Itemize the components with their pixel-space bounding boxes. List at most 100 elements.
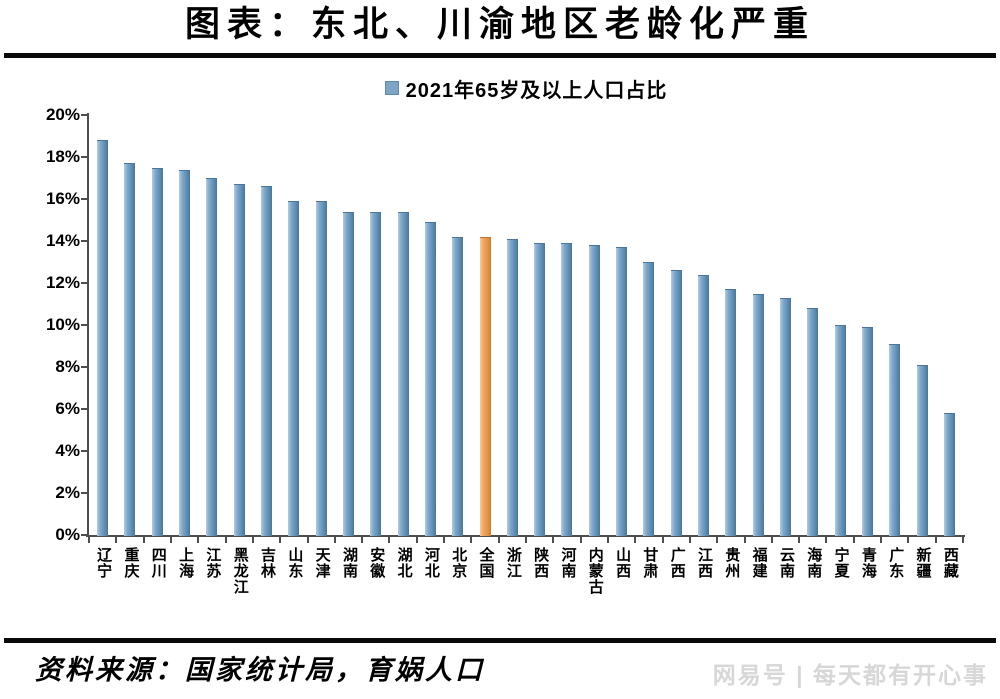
x-tick-label: 青海 bbox=[859, 547, 876, 579]
bar bbox=[943, 413, 955, 536]
x-tick-label: 河北 bbox=[422, 547, 439, 579]
legend-swatch-icon bbox=[384, 81, 399, 95]
bar-national-highlight bbox=[479, 236, 491, 536]
bar bbox=[315, 201, 327, 536]
y-axis-tick bbox=[81, 156, 88, 158]
bar bbox=[452, 236, 464, 536]
bar bbox=[370, 211, 382, 536]
y-tick-label: 18% bbox=[45, 147, 80, 166]
x-axis-tick bbox=[661, 537, 664, 543]
x-tick-label: 湖南 bbox=[340, 547, 357, 579]
x-tick-label: 湖北 bbox=[395, 547, 412, 579]
bar bbox=[916, 364, 928, 536]
y-axis-tick bbox=[81, 240, 88, 242]
x-tick-label: 天津 bbox=[313, 547, 330, 579]
bar bbox=[206, 178, 218, 536]
y-axis-tick bbox=[81, 282, 88, 284]
bar bbox=[752, 293, 764, 536]
x-tick-label: 西藏 bbox=[941, 547, 958, 579]
x-tick-label: 江西 bbox=[696, 547, 713, 579]
x-tick-label: 新疆 bbox=[914, 547, 931, 579]
x-axis-tick bbox=[197, 537, 200, 543]
bar bbox=[861, 327, 873, 536]
x-axis-tick bbox=[852, 537, 855, 543]
x-tick-label: 山东 bbox=[286, 547, 303, 579]
x-axis-tick bbox=[880, 537, 883, 543]
x-tick-label: 福建 bbox=[750, 547, 767, 579]
x-axis-tick bbox=[388, 537, 391, 543]
title-divider-rule bbox=[4, 53, 996, 58]
bar bbox=[397, 211, 409, 536]
y-tick-label: 10% bbox=[45, 315, 80, 334]
y-axis-tick bbox=[81, 492, 88, 494]
bar bbox=[342, 211, 354, 536]
x-tick-label: 广东 bbox=[887, 547, 904, 579]
bar bbox=[807, 308, 819, 536]
x-axis-tick bbox=[825, 537, 828, 543]
x-tick-label: 山西 bbox=[614, 547, 631, 579]
x-axis-tick bbox=[770, 537, 773, 543]
bar bbox=[834, 325, 846, 536]
bar bbox=[779, 297, 791, 536]
x-tick-label: 陕西 bbox=[532, 547, 549, 579]
x-tick-label: 安徽 bbox=[368, 547, 385, 579]
y-tick-label: 0% bbox=[55, 525, 80, 544]
bar bbox=[643, 262, 655, 536]
footer-divider-rule bbox=[4, 638, 996, 643]
y-tick-label: 8% bbox=[55, 357, 80, 376]
x-axis-tick bbox=[743, 537, 746, 543]
x-axis-tick bbox=[634, 537, 637, 543]
x-axis-tick bbox=[251, 537, 254, 543]
x-axis-tick bbox=[962, 537, 964, 543]
legend: 2021年65岁及以上人口占比 bbox=[89, 76, 963, 102]
x-axis-tick bbox=[142, 537, 145, 543]
x-axis-tick bbox=[224, 537, 227, 543]
x-axis-tick bbox=[606, 537, 609, 543]
y-axis-tick bbox=[81, 408, 88, 410]
y-tick-label: 2% bbox=[55, 483, 80, 502]
y-tick-label: 6% bbox=[55, 399, 80, 418]
x-tick-label: 广西 bbox=[668, 547, 685, 579]
x-axis-tick bbox=[169, 537, 172, 543]
bar bbox=[124, 163, 136, 536]
y-axis-tick bbox=[81, 114, 88, 116]
y-tick-label: 12% bbox=[45, 273, 80, 292]
chart-title: 图表：东北、川渝地区老龄化严重 bbox=[184, 5, 815, 44]
y-axis-tick bbox=[81, 366, 88, 368]
y-axis-line bbox=[87, 113, 89, 537]
x-tick-label: 重庆 bbox=[122, 547, 139, 579]
bar bbox=[725, 289, 737, 536]
x-axis-tick bbox=[907, 537, 910, 543]
x-tick-label: 辽宁 bbox=[95, 547, 112, 579]
y-axis-tick bbox=[81, 534, 88, 536]
x-tick-label: 贵州 bbox=[723, 547, 740, 579]
bar bbox=[233, 184, 245, 536]
bar bbox=[97, 140, 109, 536]
y-axis-tick bbox=[81, 198, 88, 200]
y-tick-label: 4% bbox=[55, 441, 80, 460]
y-tick-label: 14% bbox=[45, 231, 80, 250]
x-axis-tick bbox=[88, 537, 90, 543]
x-axis-tick bbox=[579, 537, 582, 543]
bar bbox=[561, 243, 573, 536]
x-tick-label: 吉林 bbox=[259, 547, 276, 579]
bar bbox=[698, 274, 710, 536]
x-axis-tick bbox=[470, 537, 473, 543]
y-axis-tick bbox=[81, 324, 88, 326]
bar bbox=[179, 169, 191, 536]
x-axis-tick bbox=[361, 537, 364, 543]
x-axis-tick bbox=[552, 537, 555, 543]
x-tick-label: 上海 bbox=[177, 547, 194, 579]
watermark: 网易号 | 每天都有开心事 bbox=[712, 662, 988, 688]
bar bbox=[616, 247, 628, 536]
x-tick-label: 海南 bbox=[805, 547, 822, 579]
x-axis-tick bbox=[716, 537, 719, 543]
bar bbox=[151, 167, 163, 536]
x-axis-tick bbox=[934, 537, 937, 543]
x-tick-label: 云南 bbox=[777, 547, 794, 579]
legend-label: 2021年65岁及以上人口占比 bbox=[405, 79, 668, 102]
y-axis-tick bbox=[81, 450, 88, 452]
x-tick-label: 浙江 bbox=[504, 547, 521, 579]
y-tick-label: 16% bbox=[45, 189, 80, 208]
